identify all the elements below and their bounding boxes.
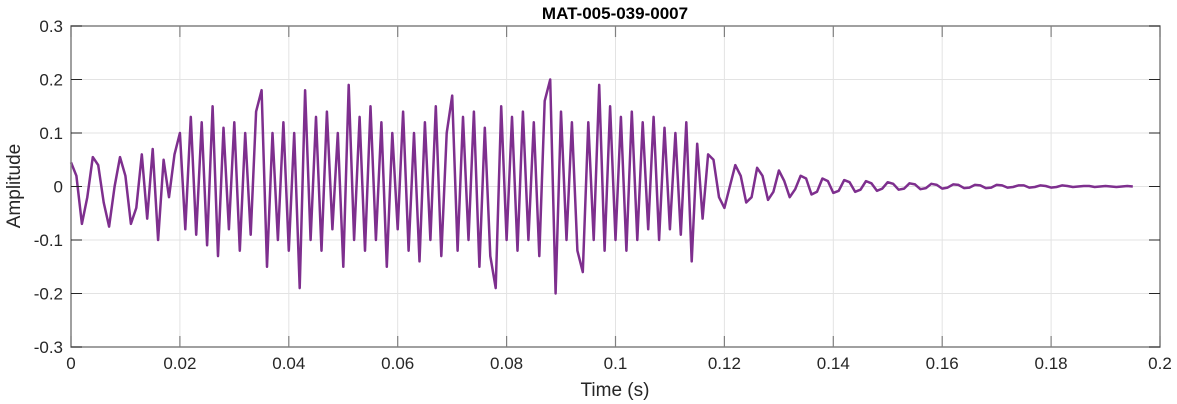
- x-tick-label: 0.2: [1148, 354, 1172, 373]
- y-tick-label: -0.3: [34, 338, 63, 357]
- x-tick-label: 0.02: [163, 354, 196, 373]
- plot-area: [69, 78, 1133, 295]
- x-tick-label: 0.04: [272, 354, 305, 373]
- x-tick-label: 0.12: [708, 354, 741, 373]
- chart-title: MAT-005-039-0007: [542, 4, 688, 23]
- y-tick-label: -0.1: [34, 231, 63, 250]
- y-tick-label: -0.2: [34, 285, 63, 304]
- x-tick-label: 0.08: [490, 354, 523, 373]
- x-axis-label: Time (s): [581, 380, 650, 401]
- y-tick-label: 0: [54, 178, 63, 197]
- x-tick-label: 0.1: [604, 354, 628, 373]
- grid: [70, 25, 1161, 348]
- x-tick-label: 0.06: [381, 354, 414, 373]
- x-tick-label: 0.18: [1035, 354, 1068, 373]
- y-tick-label: 0.1: [39, 124, 63, 143]
- x-tick-label: 0.16: [926, 354, 959, 373]
- ticks: 0 0.02 0.04 0.06 0.08 0.1 0.12 0.14 0.16 0.18 0.2 0…: [34, 17, 1172, 373]
- y-tick-label: 0.2: [39, 71, 63, 90]
- series-line-signal: [69, 78, 1133, 295]
- y-axis-label: Amplitude: [4, 144, 25, 229]
- x-tick-label: 0.14: [817, 354, 850, 373]
- y-tick-label: 0.3: [39, 17, 63, 36]
- x-tick-label: 0: [66, 354, 75, 373]
